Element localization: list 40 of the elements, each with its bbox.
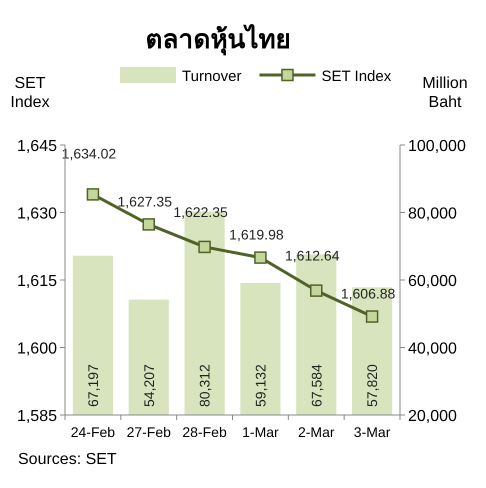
data-label: 54,207	[140, 364, 157, 407]
x-tick-label: 1-Mar	[242, 424, 280, 440]
y-tick-label: 1,645	[16, 138, 58, 155]
data-label: 1,606.88	[340, 286, 396, 302]
source-note: Sources: SET	[18, 451, 117, 468]
y2-tick-label: 100,000	[408, 138, 466, 155]
data-label: 1,627.35	[118, 193, 172, 210]
y-tick-label: 1,630	[16, 206, 58, 222]
x-tick-label: 3-Mar	[354, 424, 391, 440]
data-label: 80,312	[196, 364, 213, 407]
y2-axis-title: Million Baht	[422, 75, 468, 111]
data-label: 1,634.02	[62, 145, 116, 162]
x-tick-label: 24-Feb	[70, 424, 116, 440]
y2-tick-label: 80,000	[408, 206, 458, 222]
y-tick-label: 1,615	[16, 273, 58, 290]
data-label: 57,820	[364, 364, 380, 407]
point	[366, 310, 378, 323]
data-label: 1,612.64	[285, 248, 340, 264]
y-axis-title: SET Index	[10, 75, 50, 111]
legend-label: Turnover	[182, 68, 242, 85]
data-label: 1,622.35	[173, 204, 228, 220]
point	[142, 218, 155, 231]
y2-tick-label: 20,000	[408, 408, 458, 425]
point	[254, 251, 267, 264]
x-tick-label: 28-Feb	[182, 424, 227, 440]
data-label: 67,197	[84, 364, 101, 407]
data-label: 1,619.98	[229, 226, 284, 243]
y-tick-label: 1,600	[16, 340, 58, 358]
point	[86, 188, 100, 201]
data-label: 67,584	[308, 364, 324, 407]
legend-label: SET Index	[321, 68, 392, 85]
y-tick-label: 1,585	[16, 408, 58, 425]
x-tick-label: 27-Feb	[126, 424, 172, 440]
y2-tick-label: 40,000	[408, 340, 458, 358]
data-label: 59,132	[252, 364, 268, 407]
y2-tick-label: 60,000	[408, 273, 458, 290]
chart-title: ตลาดหุ้นไทย	[146, 23, 290, 56]
point	[198, 240, 211, 254]
x-tick-label: 2-Mar	[298, 424, 335, 440]
point	[310, 284, 322, 297]
